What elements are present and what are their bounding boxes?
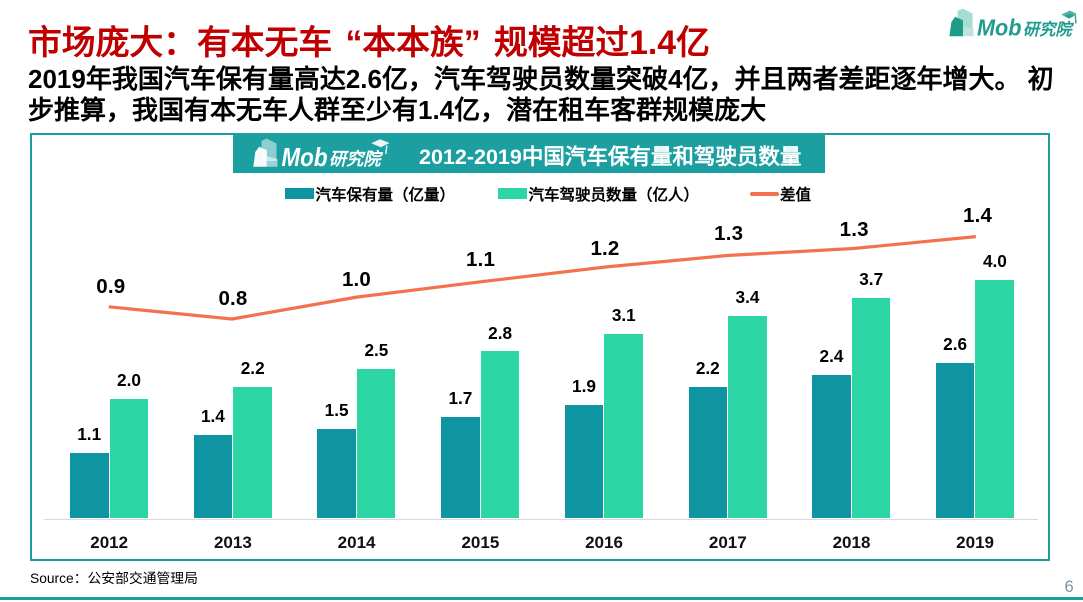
svg-text:研究院: 研究院 <box>329 149 384 169</box>
svg-text:Mob: Mob <box>977 14 1022 40</box>
svg-text:Mob: Mob <box>282 142 328 172</box>
svg-text:研究院: 研究院 <box>1023 20 1075 39</box>
